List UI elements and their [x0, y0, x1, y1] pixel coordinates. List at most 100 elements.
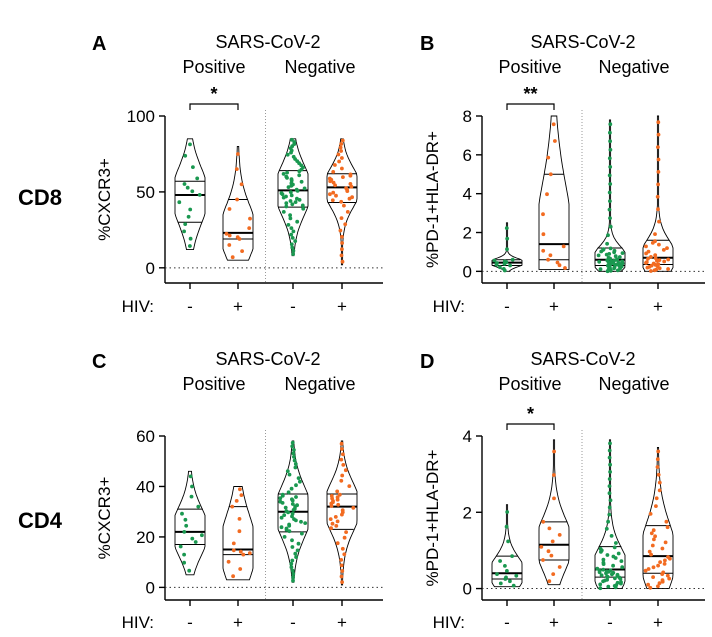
data-point	[608, 462, 612, 467]
data-point	[611, 554, 616, 559]
data-point	[601, 557, 606, 562]
data-point	[660, 546, 665, 551]
x-tick-label: -	[290, 297, 296, 316]
data-point	[601, 560, 606, 565]
data-point	[295, 548, 300, 553]
data-point	[644, 260, 649, 265]
data-point	[284, 201, 289, 206]
data-point	[611, 570, 616, 575]
panel-a: A SARS-CoV-2 Positive Negative %CXCR3+ 0 50 100…	[92, 32, 383, 316]
data-point	[615, 257, 620, 262]
violin-1	[491, 504, 523, 588]
data-point	[290, 511, 295, 516]
data-point	[294, 555, 298, 559]
data-point	[341, 452, 345, 457]
data-point	[290, 502, 295, 506]
data-point	[183, 222, 188, 227]
significance-bracket	[506, 423, 555, 430]
data-point	[339, 253, 344, 258]
data-point	[541, 212, 545, 217]
y-tick-label: 0	[146, 259, 155, 278]
violin-3	[277, 137, 309, 257]
data-point	[278, 499, 283, 504]
group-label-positive: Positive	[182, 374, 245, 394]
data-point	[289, 226, 294, 231]
data-point	[608, 470, 612, 474]
violin-outline	[538, 439, 570, 586]
data-point	[541, 558, 545, 562]
data-point	[656, 449, 661, 454]
data-point	[281, 172, 286, 176]
data-point	[289, 193, 294, 198]
data-point	[656, 584, 660, 589]
data-point	[504, 226, 509, 231]
hiv-label: HIV:	[122, 297, 154, 316]
data-point	[656, 132, 661, 137]
data-point	[339, 441, 344, 446]
data-point	[666, 555, 670, 559]
data-point	[295, 219, 300, 224]
data-point	[227, 233, 232, 238]
y-tick-label: 0	[463, 262, 472, 281]
data-point	[290, 497, 294, 502]
data-point	[342, 535, 347, 540]
data-point	[661, 248, 666, 252]
data-point	[292, 140, 297, 144]
data-point	[539, 545, 544, 549]
data-point	[289, 232, 294, 237]
data-point	[505, 236, 510, 241]
data-point	[654, 496, 659, 501]
data-point	[188, 474, 193, 479]
data-point	[649, 552, 653, 557]
data-point	[288, 216, 293, 221]
data-point	[545, 192, 549, 197]
significance-label: *	[210, 84, 217, 104]
data-point	[620, 259, 624, 264]
data-point	[651, 261, 656, 266]
data-point	[498, 581, 503, 586]
data-point	[646, 256, 650, 261]
data-point	[495, 572, 499, 576]
data-point	[177, 200, 182, 205]
data-point	[339, 563, 344, 568]
data-point	[237, 517, 242, 521]
data-point	[561, 244, 566, 249]
data-point	[607, 156, 612, 161]
data-point	[649, 255, 653, 259]
y-axis-label: %PD-1+HLA-DR+	[423, 131, 442, 268]
data-point	[508, 263, 512, 268]
data-point	[282, 535, 287, 539]
data-point	[557, 565, 562, 569]
data-point	[278, 496, 283, 501]
data-point	[665, 246, 669, 251]
data-point	[298, 479, 302, 484]
panel-title: SARS-CoV-2	[530, 32, 635, 52]
data-point	[598, 267, 603, 272]
significance-bracket	[506, 103, 555, 110]
data-point	[541, 519, 546, 524]
data-point	[339, 149, 343, 153]
violin-outline	[174, 470, 206, 576]
data-point	[607, 512, 612, 517]
data-point	[335, 541, 340, 546]
violin-1	[491, 222, 523, 273]
data-point	[657, 581, 662, 586]
data-point	[335, 519, 340, 524]
data-point	[300, 531, 304, 536]
violin-4	[326, 440, 358, 586]
data-point	[654, 267, 659, 272]
panel-letter: D	[420, 351, 434, 373]
data-point	[599, 573, 604, 578]
panel-title: SARS-CoV-2	[530, 349, 635, 369]
data-point	[238, 487, 242, 492]
data-point	[286, 223, 291, 227]
data-point	[180, 511, 184, 516]
x-tick-label: -	[504, 613, 510, 632]
data-point	[597, 259, 602, 264]
data-point	[601, 567, 606, 572]
data-point	[616, 551, 621, 556]
data-point	[547, 579, 552, 584]
data-point	[327, 176, 332, 181]
data-point	[292, 448, 296, 452]
group-label-negative: Negative	[598, 374, 669, 394]
